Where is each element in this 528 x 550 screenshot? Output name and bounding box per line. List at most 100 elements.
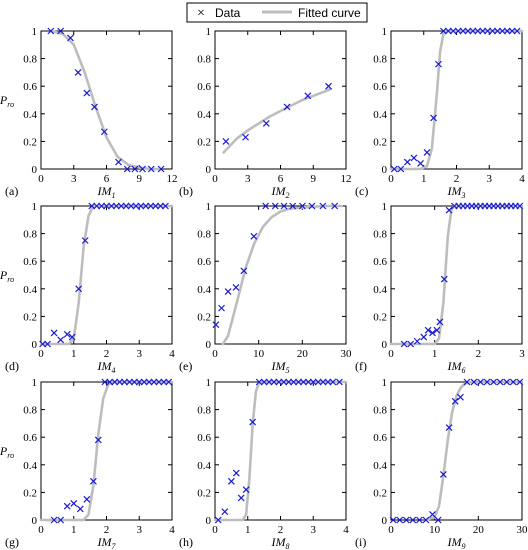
data-point [496, 378, 504, 386]
x-tick-label: 2 [104, 524, 110, 536]
panel-label: (i) [355, 535, 366, 549]
legend-fit-label: Fitted curve [298, 6, 361, 20]
data-point [249, 418, 257, 426]
y-tick-label: 0.8 [23, 54, 37, 66]
data-point [464, 27, 472, 35]
data-point [227, 477, 235, 485]
data-point [449, 27, 457, 35]
x-axis-label: IM3 [447, 184, 466, 200]
x-tick-label: 10 [429, 524, 441, 536]
data-point [222, 137, 230, 145]
x-tick-label: 2 [104, 348, 110, 360]
data-point [112, 202, 120, 210]
x-tick-label: 0 [388, 173, 394, 185]
data-point [308, 202, 316, 210]
y-tick-label: 0.2 [197, 311, 211, 323]
x-axis-label: IM5 [271, 359, 290, 375]
fitted-curve [222, 87, 332, 154]
data-point [429, 511, 436, 518]
data-point [63, 330, 71, 338]
data-point [123, 165, 131, 173]
data-point [93, 202, 101, 210]
y-tick-label: 1 [206, 377, 212, 389]
y-tick-label: 0.2 [23, 136, 37, 148]
data-point [396, 516, 404, 524]
data-point [325, 82, 332, 90]
data-point [494, 27, 501, 35]
data-point [402, 516, 410, 524]
chart-panel: 00.20.40.60.810 10 20 30(i) IM9 [355, 377, 528, 550]
x-tick-label: 3 [519, 348, 525, 360]
data-point [147, 202, 155, 210]
y-tick-label: 1 [206, 201, 212, 213]
data-point [57, 516, 65, 524]
y-tick-label: 0.8 [373, 54, 387, 66]
plot-frame [40, 30, 173, 170]
fitted-curve [213, 380, 348, 522]
y-tick-label: 0.4 [197, 284, 211, 296]
data-point [218, 304, 225, 312]
y-tick-label: 1 [382, 201, 388, 213]
y-tick-label: 0.2 [373, 136, 387, 148]
data-point [63, 502, 71, 510]
data-point [157, 202, 164, 210]
data-point [50, 516, 58, 524]
data-point [237, 494, 245, 502]
data-point [397, 165, 405, 173]
data-point [121, 378, 128, 386]
data-point [319, 378, 327, 386]
data-point [260, 378, 268, 386]
data-point [283, 103, 291, 111]
data-point [127, 202, 135, 210]
x-axis-label: IM4 [97, 359, 116, 375]
data-point [88, 202, 96, 210]
y-tick-label: 0.4 [23, 109, 37, 121]
x-tick-label: 0 [212, 173, 218, 185]
data-point [75, 285, 83, 293]
fitted-curve [389, 29, 524, 171]
data-point [100, 128, 108, 136]
x-tick-label: 1 [432, 348, 438, 360]
data-point [484, 27, 492, 35]
data-point [242, 133, 249, 141]
data-point [165, 378, 173, 386]
y-tick-label: 1 [206, 26, 212, 38]
x-tick-label: 1 [71, 524, 77, 536]
y-tick-label: 0.2 [373, 487, 387, 499]
y-tick-label: 0.4 [373, 109, 387, 121]
data-point [407, 340, 415, 348]
data-point [298, 202, 306, 210]
y-tick-label: 0.4 [23, 460, 37, 472]
data-point [150, 378, 158, 386]
y-tick-label: 0.8 [373, 405, 387, 417]
data-point [255, 378, 263, 386]
y-tick-label: 0.4 [197, 109, 211, 121]
fitted-curve [39, 380, 174, 522]
data-point [162, 202, 169, 210]
data-point [280, 378, 288, 386]
data-point [454, 27, 462, 35]
data-point [126, 378, 133, 386]
y-axis-label: Pro [0, 268, 14, 284]
y-tick-label: 1 [32, 26, 38, 38]
y-tick-label: 0 [32, 339, 38, 351]
data-point [270, 378, 278, 386]
x-tick-label: 3 [487, 173, 493, 185]
data-point [147, 165, 155, 173]
data-point [224, 288, 232, 295]
data-point [140, 378, 148, 386]
data-point [103, 202, 110, 210]
data-point [131, 165, 139, 173]
x-tick-label: 3 [137, 348, 143, 360]
data-point [242, 486, 250, 494]
data-point [74, 68, 82, 76]
data-point [503, 27, 511, 35]
x-tick-label: 9 [137, 173, 143, 185]
data-point [221, 508, 229, 516]
data-point [275, 378, 283, 386]
data-point [81, 237, 89, 244]
y-tick-label: 0 [206, 515, 212, 527]
y-tick-label: 1 [32, 201, 38, 213]
data-point [117, 202, 125, 210]
data-point [489, 27, 496, 35]
